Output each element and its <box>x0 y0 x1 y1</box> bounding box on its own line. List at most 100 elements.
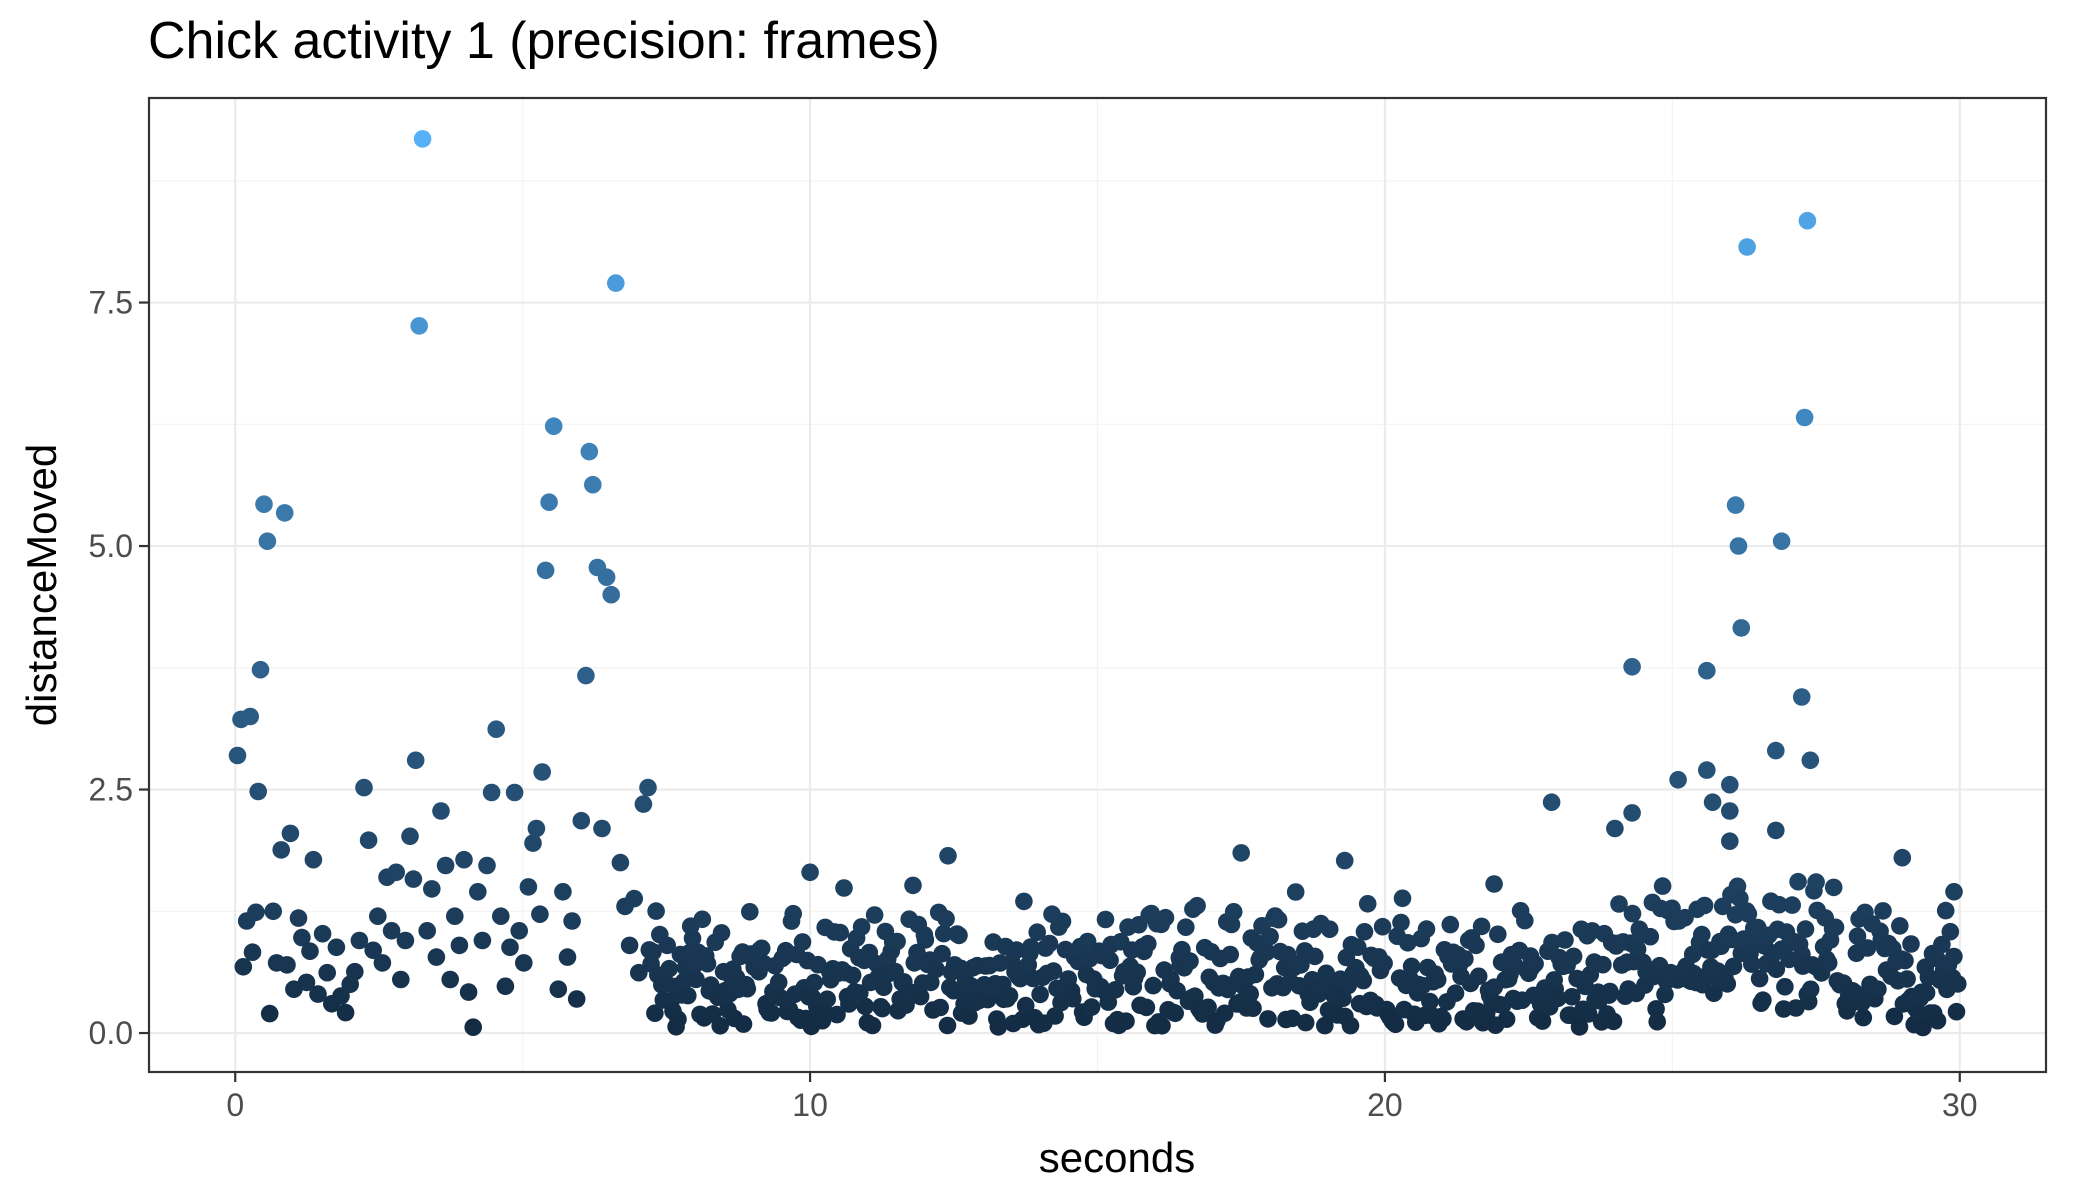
background-data-point <box>1011 969 1030 988</box>
data-point <box>275 504 294 522</box>
background-data-point <box>1417 920 1436 938</box>
data-point <box>251 660 270 679</box>
background-data-point <box>939 847 957 865</box>
data-point <box>519 878 538 896</box>
y-axis: 0.0 2.5 5.0 7.5 <box>89 285 149 1051</box>
background-data-point <box>828 1005 846 1024</box>
background-data-point <box>1693 925 1711 944</box>
x-tick-label: 30 <box>1942 1087 1978 1123</box>
data-point <box>346 962 364 981</box>
background-data-point <box>1726 496 1745 514</box>
background-data-point <box>1358 895 1377 913</box>
data-point <box>473 931 492 950</box>
x-axis: 0 10 20 30 <box>226 1072 1978 1123</box>
background-data-point <box>934 924 953 943</box>
background-data-point <box>1428 971 1447 989</box>
background-data-point <box>1257 943 1276 961</box>
background-data-point <box>1743 955 1761 973</box>
x-tick-label: 10 <box>792 1087 828 1123</box>
background-data-point <box>927 960 945 979</box>
background-data-point <box>852 918 871 936</box>
data-point <box>607 274 625 292</box>
data-point <box>249 782 267 801</box>
background-data-point <box>683 929 702 948</box>
data-point <box>496 977 515 996</box>
background-data-point <box>818 990 836 1008</box>
background-data-point <box>851 984 869 1002</box>
background-data-point <box>1373 917 1392 936</box>
background-data-point <box>1819 954 1838 972</box>
background-data-point <box>1695 896 1714 915</box>
data-point <box>625 889 643 908</box>
background-data-point <box>1349 938 1367 956</box>
x-tick-label: 20 <box>1367 1087 1403 1123</box>
background-data-point <box>1181 952 1199 970</box>
background-data-point <box>1053 912 1072 931</box>
background-data-point <box>831 923 849 942</box>
data-point <box>544 417 563 436</box>
data-point <box>515 954 533 972</box>
data-point <box>501 938 519 957</box>
data-point <box>524 834 542 852</box>
background-data-point <box>1542 793 1561 811</box>
background-data-point <box>1795 408 1814 427</box>
data-point <box>396 931 415 950</box>
background-data-point <box>916 931 935 949</box>
background-data-point <box>1739 905 1758 923</box>
background-data-point <box>1497 1010 1516 1028</box>
background-data-point <box>1767 960 1786 979</box>
data-point <box>630 963 648 982</box>
background-data-point <box>1375 954 1393 973</box>
background-data-point <box>938 1016 957 1035</box>
background-data-point <box>1556 931 1574 949</box>
background-data-point <box>1022 938 1040 956</box>
data-point <box>272 841 291 859</box>
data-point <box>482 783 501 802</box>
data-point <box>436 856 455 875</box>
background-data-point <box>1606 819 1624 838</box>
background-data-point <box>1724 957 1743 976</box>
data-point <box>304 850 323 869</box>
data-point <box>487 720 506 738</box>
background-data-point <box>1703 793 1722 811</box>
background-data-point <box>1354 971 1373 990</box>
background-data-point <box>1044 962 1063 980</box>
background-data-point <box>660 959 678 978</box>
background-data-point <box>1286 883 1305 901</box>
background-data-point <box>937 910 955 928</box>
background-data-point <box>1949 975 1967 993</box>
background-data-point <box>1579 1005 1598 1023</box>
background-data-point <box>1789 872 1807 891</box>
background-data-point <box>1858 939 1877 957</box>
background-data-point <box>1526 955 1544 973</box>
background-data-point <box>1801 751 1820 770</box>
background-data-point <box>1106 981 1125 999</box>
background-data-point <box>863 1016 882 1035</box>
data-point <box>258 532 277 550</box>
background-data-point <box>1215 1004 1234 1023</box>
background-data-point <box>1896 951 1914 970</box>
background-data-point <box>1718 975 1737 993</box>
data-point <box>531 905 549 923</box>
data-point <box>572 811 591 830</box>
background-data-point <box>1224 903 1243 921</box>
background-data-point <box>1472 917 1491 936</box>
background-data-point <box>752 939 771 958</box>
background-data-point <box>1441 915 1460 934</box>
data-point <box>540 493 558 512</box>
background-data-point <box>1177 918 1195 936</box>
data-point <box>563 912 581 930</box>
data-point <box>241 707 259 726</box>
background-data-point <box>1891 917 1909 935</box>
background-data-point <box>1750 969 1769 988</box>
background-data-point <box>1601 982 1619 1001</box>
data-point <box>234 958 253 976</box>
background-data-point <box>1656 985 1674 1004</box>
background-data-point <box>1469 967 1488 986</box>
data-point <box>584 475 602 494</box>
y-tick-label: 0.0 <box>89 1015 133 1051</box>
background-data-point <box>1721 832 1739 850</box>
background-data-point <box>1153 1017 1171 1035</box>
background-data-point <box>1941 922 1960 941</box>
data-point <box>369 907 387 925</box>
